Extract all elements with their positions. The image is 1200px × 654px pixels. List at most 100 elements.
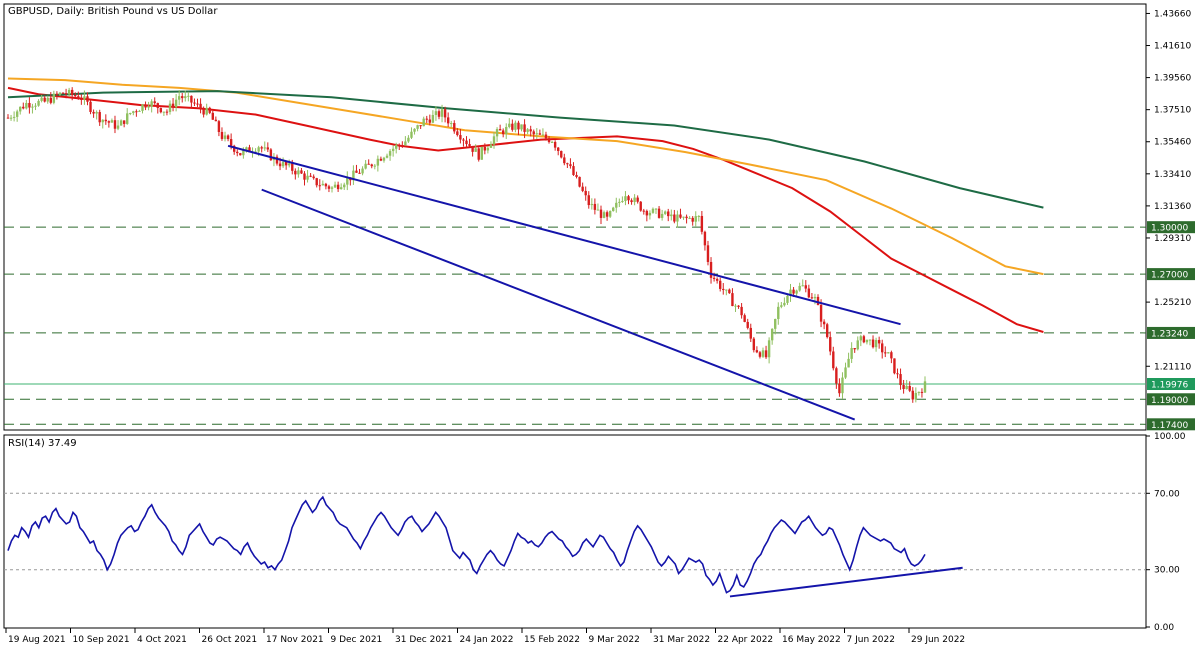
candle-body xyxy=(734,305,737,307)
candle-body xyxy=(471,146,474,152)
candle-body xyxy=(184,96,187,99)
price-tick-label: 1.21110 xyxy=(1154,362,1191,372)
candle-body xyxy=(129,113,132,115)
current-price-label: 1.19976 xyxy=(1151,381,1188,391)
candle-body xyxy=(446,117,450,124)
candle-body xyxy=(712,277,716,279)
candle-body xyxy=(379,158,383,161)
candle-body xyxy=(52,93,56,103)
candle-body xyxy=(40,97,43,101)
candle-body xyxy=(202,108,205,115)
candle-body xyxy=(321,183,325,186)
candle-body xyxy=(801,285,804,287)
candle-body xyxy=(807,288,811,298)
candle-body xyxy=(703,231,707,246)
candle-body xyxy=(223,135,227,139)
candle-body xyxy=(688,217,691,219)
candle-body xyxy=(914,392,918,400)
price-tick-label: 1.35460 xyxy=(1154,138,1191,148)
candle-body xyxy=(660,213,664,218)
candle-body xyxy=(318,185,321,187)
candle-body xyxy=(12,116,16,118)
candle-body xyxy=(19,106,22,112)
channel-line xyxy=(227,144,901,326)
candle-body xyxy=(49,97,52,103)
candle-body xyxy=(673,214,676,222)
candle-body xyxy=(511,123,514,130)
candle-body xyxy=(514,122,517,130)
candle-body xyxy=(358,172,361,174)
candle-body xyxy=(401,145,404,147)
candle-body xyxy=(599,209,603,218)
candle-body xyxy=(593,203,597,210)
candle-body xyxy=(590,203,594,206)
candle-body xyxy=(153,101,156,104)
candle-body xyxy=(865,339,869,343)
level-price-tag xyxy=(1147,326,1195,339)
candle-body xyxy=(612,207,615,211)
candle-body xyxy=(37,100,40,106)
candle-body xyxy=(70,89,74,96)
candle-body xyxy=(676,214,679,222)
candle-body xyxy=(902,385,905,389)
candle-body xyxy=(761,350,765,357)
candle-body xyxy=(871,339,875,348)
candle-body xyxy=(829,337,832,352)
candle-body xyxy=(746,321,749,328)
time-tick-label: 24 Jan 2022 xyxy=(460,635,514,645)
candle-body xyxy=(563,157,566,164)
candle-body xyxy=(474,148,477,152)
candle-body xyxy=(278,163,282,167)
candle-body xyxy=(425,118,428,120)
candle-body xyxy=(725,289,728,291)
candle-body xyxy=(67,89,71,95)
candle-body xyxy=(731,293,734,307)
candle-body xyxy=(874,340,878,348)
candle-body xyxy=(15,111,19,117)
candle-body xyxy=(584,190,587,196)
candle-body xyxy=(670,214,673,217)
rsi-line-group xyxy=(7,495,963,598)
candle-body xyxy=(608,210,612,217)
candle-body xyxy=(107,121,111,123)
rsi-panel-frame xyxy=(3,434,1147,629)
candle-body xyxy=(544,134,548,139)
candle-body xyxy=(722,288,725,291)
candle-body xyxy=(64,93,68,95)
candlesticks xyxy=(6,87,927,403)
candle-body xyxy=(642,210,645,212)
candle-body xyxy=(636,197,639,202)
candle-body xyxy=(263,147,266,149)
rsi-axis: 100.00 70.00 30.00 0.00 xyxy=(1146,432,1186,633)
candle-body xyxy=(229,139,233,146)
candle-body xyxy=(532,131,535,135)
candle-body xyxy=(187,95,190,97)
candle-body xyxy=(618,201,621,203)
candle-body xyxy=(208,107,211,113)
time-tick-label: 26 Oct 2021 xyxy=(202,635,258,645)
channel-line xyxy=(261,188,856,421)
candle-body xyxy=(248,147,251,153)
candle-body xyxy=(410,131,413,138)
price-tick-label: 1.39560 xyxy=(1154,74,1191,84)
candle-body xyxy=(648,212,652,216)
time-tick-label: 9 Dec 2021 xyxy=(331,635,383,645)
candle-body xyxy=(523,124,526,132)
candle-body xyxy=(743,315,746,322)
candle-body xyxy=(651,208,655,213)
candle-body xyxy=(700,215,704,232)
candle-body xyxy=(877,340,881,344)
candle-body xyxy=(755,350,759,353)
candle-body xyxy=(147,106,150,108)
candle-body xyxy=(190,95,193,103)
candle-body xyxy=(217,121,221,132)
candle-body xyxy=(615,202,618,208)
candle-body xyxy=(685,216,688,219)
candle-body xyxy=(394,144,398,149)
candle-body xyxy=(437,111,441,117)
candle-body xyxy=(306,175,309,180)
candle-body xyxy=(786,295,789,303)
candle-body xyxy=(501,130,505,135)
candle-body xyxy=(86,96,89,102)
candle-body xyxy=(391,148,395,152)
